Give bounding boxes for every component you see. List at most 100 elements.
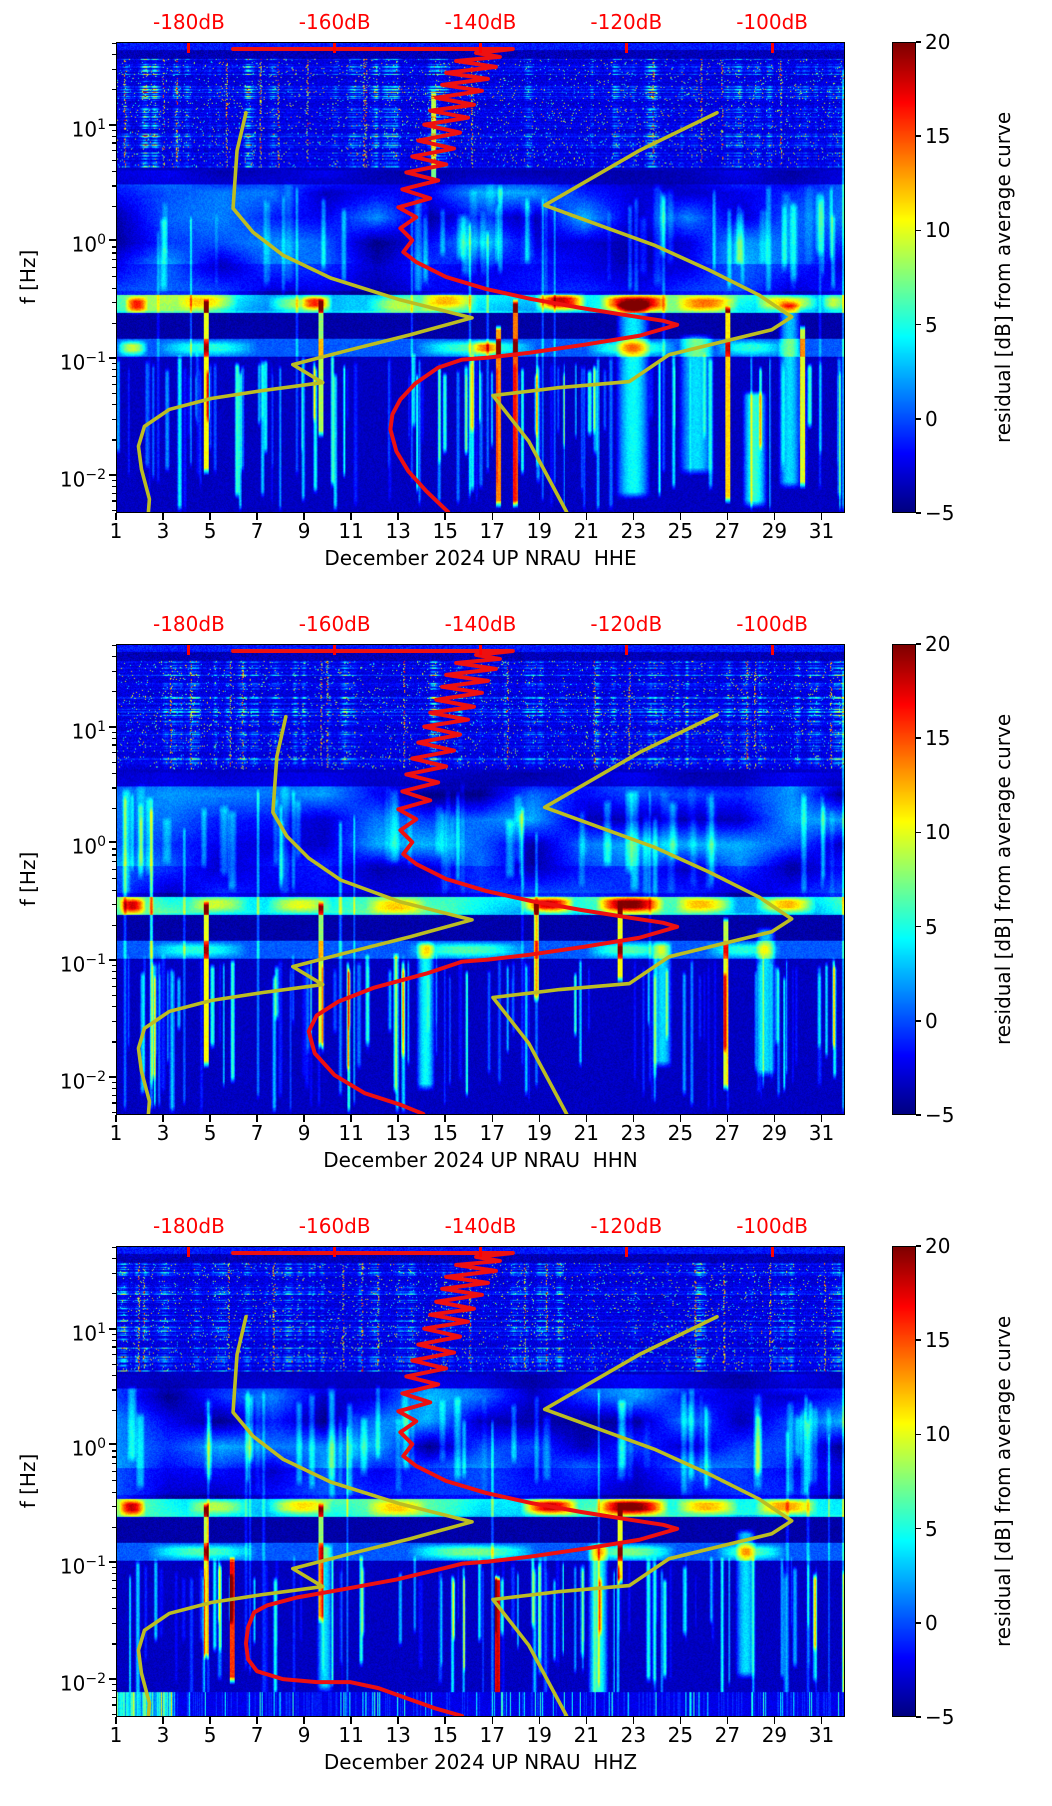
y-tick-label: 10−1	[36, 946, 106, 977]
y-minor-tick-mark	[112, 276, 116, 278]
top-axis-red-tick-mark	[187, 43, 191, 53]
y-tick-base: 10	[59, 1069, 86, 1094]
x-tick-mark	[726, 1115, 729, 1122]
x-tick-mark	[632, 1717, 635, 1724]
y-tick-label: 100	[36, 1430, 106, 1461]
x-tick-label: 15	[432, 1723, 458, 1747]
x-tick-mark	[397, 1115, 399, 1122]
y-minor-tick-mark	[112, 1506, 116, 1508]
y-minor-tick-mark	[112, 924, 116, 926]
x-tick-label: 25	[667, 1723, 694, 1747]
y-minor-tick-mark	[112, 807, 116, 810]
y-minor-tick-mark	[112, 848, 116, 850]
y-tick-base: 10	[59, 1671, 86, 1696]
top-axis-red-tick-mark	[479, 43, 482, 53]
spectrogram-panel: f [Hz] December 2024 UP NRAU HHE residua…	[0, 0, 1052, 602]
y-minor-tick-mark	[112, 205, 116, 208]
x-tick-label: 11	[338, 1723, 364, 1747]
yellow-reference-curve-left	[136, 714, 474, 1114]
top-axis-red-tick-mark	[624, 43, 628, 53]
y-tick-base: 10	[59, 952, 86, 977]
x-tick-mark	[585, 513, 588, 520]
colorbar-label: residual [dB] from average curve	[991, 1315, 1015, 1648]
x-tick-mark	[538, 513, 541, 520]
y-tick-mark	[109, 239, 116, 241]
x-tick-mark	[444, 1115, 446, 1122]
y-minor-tick-mark	[112, 302, 116, 304]
y-tick-base: 10	[71, 834, 98, 859]
top-axis-red-tick-mark	[333, 43, 337, 53]
y-minor-tick-mark	[112, 731, 116, 733]
x-tick-mark	[632, 513, 635, 520]
x-tick-mark	[679, 1115, 682, 1122]
x-tick-label: 5	[203, 519, 217, 543]
colorbar-tick-mark	[916, 229, 921, 232]
colorbar-tick-mark	[916, 41, 921, 43]
x-tick-label: 23	[620, 1723, 647, 1747]
x-tick-label: 31	[808, 519, 835, 543]
x-tick-mark	[820, 1717, 823, 1724]
x-tick-mark	[444, 513, 446, 520]
red-psd-curve	[231, 46, 680, 512]
colorbar	[892, 42, 916, 513]
curve-overlay	[136, 46, 794, 512]
y-minor-tick-mark	[112, 691, 116, 693]
y-minor-tick-mark	[112, 1470, 116, 1473]
x-tick-mark	[491, 1115, 493, 1122]
x-tick-label: 9	[297, 1121, 311, 1145]
y-minor-tick-mark	[112, 1363, 116, 1365]
colorbar-tick-label: −5	[925, 1103, 955, 1127]
x-tick-mark	[773, 1717, 776, 1724]
y-minor-tick-mark	[112, 439, 116, 441]
y-minor-tick-mark	[112, 1689, 116, 1691]
x-tick-label: 17	[479, 1121, 505, 1145]
y-minor-tick-mark	[112, 1622, 116, 1624]
y-minor-tick-mark	[112, 1704, 116, 1706]
colorbar-gradient	[893, 645, 915, 1114]
y-minor-tick-mark	[112, 509, 116, 511]
colorbar-gradient	[893, 43, 915, 512]
y-minor-tick-mark	[112, 1456, 116, 1458]
y-tick-label: 10−2	[36, 461, 106, 492]
colorbar	[892, 1246, 916, 1717]
y-tick-base: 10	[71, 232, 98, 257]
x-tick-label: 5	[203, 1723, 217, 1747]
y-minor-tick-mark	[112, 392, 116, 395]
colorbar-tick-label: 5	[925, 312, 938, 337]
top-axis-red-tick-mark	[770, 43, 774, 53]
y-tick-label: 101	[36, 713, 106, 744]
y-tick-label: 101	[36, 111, 106, 142]
y-tick-exponent: −2	[85, 467, 106, 483]
y-tick-exponent: 1	[97, 719, 106, 735]
top-db-label: -160dB	[298, 1214, 371, 1238]
x-tick-mark	[773, 1115, 776, 1122]
y-tick-mark	[109, 1678, 116, 1680]
x-tick-mark	[115, 1115, 117, 1122]
colorbar-tick-mark	[916, 1020, 921, 1022]
y-minor-tick-mark	[112, 985, 116, 987]
x-tick-mark	[303, 1115, 305, 1122]
y-minor-tick-mark	[112, 644, 116, 646]
y-minor-tick-mark	[112, 363, 116, 365]
y-tick-base: 10	[71, 1436, 98, 1461]
y-tick-exponent: −2	[85, 1069, 106, 1085]
y-minor-tick-mark	[112, 1526, 116, 1528]
colorbar-tick-label: 10	[925, 1422, 951, 1447]
y-minor-tick-mark	[112, 1579, 116, 1582]
top-db-label: -100dB	[736, 612, 808, 636]
y-minor-tick-mark	[112, 159, 116, 161]
y-tick-label: 100	[36, 828, 106, 859]
y-tick-label: 10−1	[36, 1548, 106, 1579]
top-axis-red-tick-mark	[624, 645, 628, 655]
y-minor-tick-mark	[112, 1333, 116, 1335]
y-minor-tick-mark	[112, 369, 116, 371]
x-tick-mark	[538, 1717, 541, 1724]
y-minor-tick-mark	[112, 994, 116, 997]
y-tick-exponent: −1	[85, 1554, 106, 1570]
x-tick-mark	[726, 1717, 729, 1724]
y-minor-tick-mark	[112, 1094, 116, 1096]
colorbar-tick-mark	[916, 1716, 921, 1718]
y-tick-mark	[109, 1443, 116, 1445]
plot-area	[116, 42, 845, 513]
y-tick-label: 10−2	[36, 1063, 106, 1094]
